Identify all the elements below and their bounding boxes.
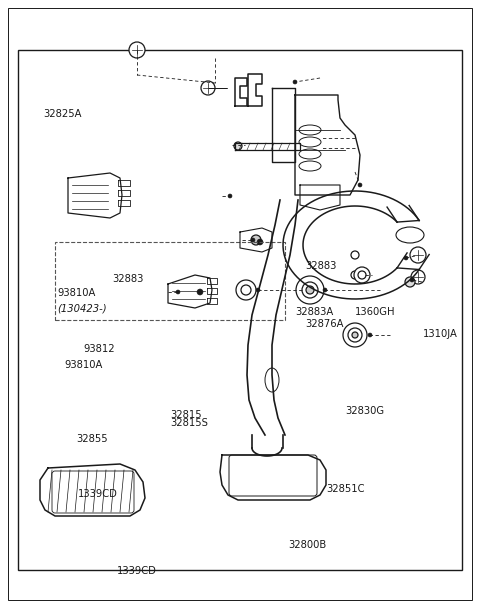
Text: 32815: 32815 — [170, 410, 202, 420]
Circle shape — [257, 239, 263, 245]
Bar — [18, 50, 462, 570]
Circle shape — [251, 238, 255, 242]
Ellipse shape — [299, 161, 321, 171]
Circle shape — [302, 282, 318, 298]
Circle shape — [176, 290, 180, 294]
Circle shape — [404, 256, 408, 260]
Text: 32825A: 32825A — [43, 109, 82, 119]
Text: 93810A: 93810A — [65, 360, 103, 370]
Text: 32851C: 32851C — [326, 484, 365, 494]
Circle shape — [348, 328, 362, 342]
Circle shape — [411, 270, 425, 284]
Circle shape — [368, 333, 372, 337]
Text: 1339CD: 1339CD — [78, 489, 118, 499]
Ellipse shape — [396, 227, 424, 243]
Text: 1310JA: 1310JA — [422, 329, 457, 338]
Circle shape — [129, 42, 145, 58]
Text: 32855: 32855 — [76, 434, 108, 444]
Circle shape — [293, 80, 297, 84]
Ellipse shape — [299, 125, 321, 135]
Circle shape — [323, 288, 327, 292]
Circle shape — [343, 323, 367, 347]
Text: 1360GH: 1360GH — [355, 307, 396, 316]
Text: 93810A: 93810A — [58, 288, 96, 298]
Text: 32876A: 32876A — [305, 319, 343, 329]
Text: 1339CD: 1339CD — [117, 566, 157, 576]
Circle shape — [256, 288, 260, 292]
Circle shape — [296, 276, 324, 304]
Circle shape — [236, 280, 256, 300]
Circle shape — [354, 267, 370, 283]
Circle shape — [251, 235, 261, 245]
Text: 32830G: 32830G — [346, 406, 385, 415]
Circle shape — [228, 194, 232, 198]
Circle shape — [197, 289, 203, 295]
Bar — [55, 242, 285, 320]
Circle shape — [410, 278, 414, 282]
Text: 32883A: 32883A — [295, 307, 334, 316]
Circle shape — [358, 271, 366, 279]
Circle shape — [306, 286, 314, 294]
Text: 32883: 32883 — [113, 274, 144, 284]
Text: 32883: 32883 — [305, 261, 336, 271]
Circle shape — [201, 81, 215, 95]
Ellipse shape — [299, 149, 321, 159]
Ellipse shape — [265, 368, 279, 392]
Circle shape — [352, 332, 358, 338]
Ellipse shape — [299, 137, 321, 147]
Circle shape — [234, 142, 242, 150]
Text: 93812: 93812 — [84, 344, 115, 354]
Circle shape — [358, 183, 362, 187]
Text: (130423-): (130423-) — [58, 304, 107, 313]
Circle shape — [241, 285, 251, 295]
Circle shape — [351, 251, 359, 259]
Text: 32800B: 32800B — [288, 540, 326, 550]
Circle shape — [351, 271, 359, 279]
Circle shape — [405, 277, 415, 287]
Text: 32815S: 32815S — [170, 419, 208, 428]
Circle shape — [410, 247, 426, 263]
